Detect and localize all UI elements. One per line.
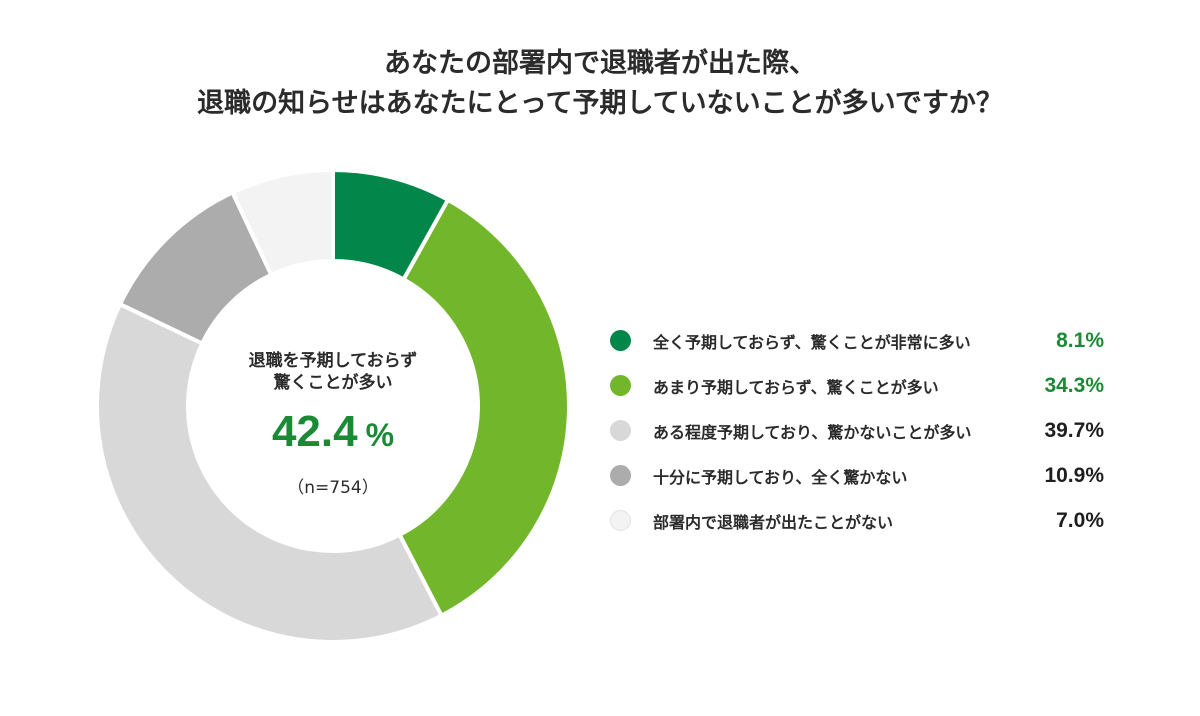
legend-dot-icon — [610, 465, 631, 486]
donut-chart — [95, 167, 571, 644]
legend-item: あまり予期しておらず、驚くことが多い 34.3% — [610, 363, 1110, 408]
legend-label: あまり予期しておらず、驚くことが多い — [653, 377, 939, 397]
legend-label: 部署内で退職者が出たことがない — [653, 512, 894, 532]
donut-segment — [95, 301, 445, 644]
center-label-line1: 退職を予期しておらず — [248, 351, 418, 371]
legend-value: 39.7% — [1044, 418, 1104, 442]
legend: 全く予期しておらず、驚くことが非常に多い 8.1% あまり予期しておらず、驚くことが… — [610, 318, 1110, 543]
legend-value: 34.3% — [1044, 373, 1104, 397]
legend-label: 全く予期しておらず、驚くことが非常に多い — [653, 332, 971, 352]
legend-dot-icon — [610, 375, 631, 396]
donut-center: 退職を予期しておらず 驚くことが多い 42.4% （n=754） — [213, 350, 453, 498]
legend-label: ある程度予期しており、驚かないことが多い — [653, 422, 972, 442]
center-value-unit: % — [365, 417, 395, 453]
legend-dot-icon — [610, 420, 631, 441]
center-label: 退職を予期しておらず 驚くことが多い — [213, 350, 453, 394]
chart-title: あなたの部署内で退職者が出た際、 退職の知らせはあなたにとって予期していないこと… — [0, 44, 1200, 124]
chart-title-line2: 退職の知らせはあなたにとって予期していないことが多いですか？ — [197, 88, 1003, 119]
donut-segment — [396, 197, 571, 619]
center-label-line2: 驚くことが多い — [273, 373, 393, 393]
donut-segment — [229, 167, 335, 278]
legend-dot-icon — [610, 510, 631, 531]
legend-label: 十分に予期しており、全く驚かない — [653, 467, 908, 487]
sample-size: （n=754） — [287, 478, 379, 498]
legend-dot-icon — [610, 330, 631, 351]
legend-item: 部署内で退職者が出たことがない 7.0% — [610, 498, 1110, 543]
center-value-number: 42.4 — [271, 407, 358, 456]
legend-item: ある程度予期しており、驚かないことが多い 39.7% — [610, 408, 1110, 453]
legend-value: 7.0% — [1056, 508, 1104, 532]
chart-title-line1: あなたの部署内で退職者が出た際、 — [384, 48, 816, 79]
legend-item: 全く予期しておらず、驚くことが非常に多い 8.1% — [610, 318, 1110, 363]
legend-value: 8.1% — [1056, 328, 1104, 352]
legend-item: 十分に予期しており、全く驚かない 10.9% — [610, 453, 1110, 498]
legend-value: 10.9% — [1044, 463, 1104, 487]
center-value: 42.4% — [213, 408, 453, 459]
